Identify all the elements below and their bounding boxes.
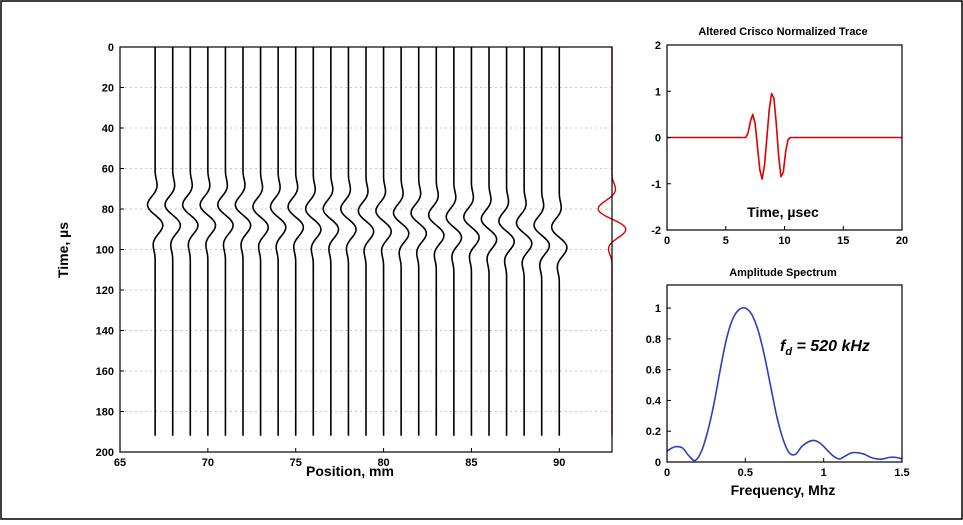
left-y-tick-label: 60 xyxy=(102,164,114,176)
left-x-axis-label: Position, mm xyxy=(306,463,394,479)
left-y-tick-label: 200 xyxy=(96,447,114,459)
br-inner xyxy=(666,306,903,462)
tr-y-tick-label: -1 xyxy=(651,179,661,191)
br-annotation-symbol: f xyxy=(780,338,787,355)
left-y-axis-label: Time, µs xyxy=(55,222,71,278)
left-y-tick-label: 120 xyxy=(96,285,114,297)
seismic-trace xyxy=(480,47,498,436)
seismic-trace xyxy=(533,47,551,436)
seismic-trace xyxy=(357,47,375,436)
seismic-trace xyxy=(304,47,322,436)
seismic-trace xyxy=(199,47,217,436)
tr-x-tick-label: 15 xyxy=(837,235,849,247)
tr-title: Altered Crisco Normalized Trace xyxy=(698,26,867,38)
br-y-tick-label: 0.4 xyxy=(646,395,662,407)
left-y-tick-label: 40 xyxy=(102,123,114,135)
seismic-trace xyxy=(498,47,516,436)
seismic-trace xyxy=(550,47,568,436)
left-y-tick-label: 80 xyxy=(102,204,114,216)
br-x-tick-label: 0.5 xyxy=(738,467,753,479)
left-y-tick-label: 0 xyxy=(108,42,114,54)
seismic-trace xyxy=(375,47,393,436)
left-y-tick-label: 180 xyxy=(96,407,114,419)
left-y-tick-label: 160 xyxy=(96,366,114,378)
left-x-tick-label: 80 xyxy=(377,457,389,469)
left-x-tick-label: 90 xyxy=(553,457,565,469)
tr-x-axis-label: Time, µsec xyxy=(747,204,819,220)
left-y-tick-label: 100 xyxy=(96,245,114,257)
left-traces xyxy=(146,47,627,436)
seismic-trace xyxy=(181,47,199,436)
seismic-trace xyxy=(462,47,480,436)
br-plot-frame xyxy=(666,284,903,463)
br-y-tick-label: 1 xyxy=(655,303,661,315)
br-x-axis-label: Frequency, Mhz xyxy=(731,482,836,498)
tr-x-tick-label: 0 xyxy=(664,235,670,247)
amplitude-spectrum-plot: Amplitude Spectrum 0 0.2 0.4 0.6 0.8 1 0 0.5 1 1.… xyxy=(646,267,910,498)
seismic-trace xyxy=(287,47,305,436)
tr-y-tick-label: -2 xyxy=(651,225,661,237)
left-y-ticks: 0 20 40 60 80 100 120 140 160 180 200 xyxy=(96,42,124,459)
left-y-tick-label: 140 xyxy=(96,326,114,338)
tr-y-tick-label: 1 xyxy=(655,86,661,98)
br-y-tick-label: 0.8 xyxy=(646,334,661,346)
left-x-tick-label: 75 xyxy=(290,457,302,469)
tr-x-tick-label: 10 xyxy=(778,235,790,247)
left-x-tick-label: 70 xyxy=(202,457,214,469)
seismic-trace xyxy=(427,47,445,436)
br-ticks: 0 0.2 0.4 0.6 0.8 1 0 0.5 1 1.5 xyxy=(646,303,910,479)
amplitude-spectrum-line xyxy=(666,306,903,462)
tr-y-tick-label: 0 xyxy=(655,133,661,145)
seismic-trace xyxy=(146,47,164,436)
left-x-tick-label: 65 xyxy=(114,457,126,469)
seismic-trace xyxy=(234,47,252,436)
br-y-tick-label: 0.6 xyxy=(646,365,661,377)
tr-x-tick-label: 5 xyxy=(723,235,729,247)
tr-y-tick-label: 2 xyxy=(655,40,661,52)
seismic-trace xyxy=(445,47,463,436)
br-annotation: fd = 520 kHz xyxy=(780,338,870,358)
seismic-trace xyxy=(515,47,533,436)
br-x-tick-label: 1 xyxy=(821,467,827,479)
left-x-ticks: 65 70 75 80 85 90 xyxy=(114,448,565,469)
br-y-tick-label: 0 xyxy=(655,457,661,469)
br-annotation-subscript: d xyxy=(785,346,792,358)
br-x-tick-label: 1.5 xyxy=(894,467,909,479)
tr-inner xyxy=(667,92,902,180)
seismic-trace xyxy=(216,47,234,436)
normalized-trace-line xyxy=(667,92,902,180)
br-title: Amplitude Spectrum xyxy=(729,267,837,279)
seismic-trace xyxy=(252,47,270,436)
seismic-trace xyxy=(339,47,357,436)
left-y-tick-label: 20 xyxy=(102,83,114,95)
seismic-trace xyxy=(269,47,287,436)
br-x-tick-label: 0 xyxy=(664,467,670,479)
left-x-tick-label: 85 xyxy=(465,457,477,469)
br-y-tick-label: 0.2 xyxy=(646,426,661,438)
seismic-trace xyxy=(410,47,428,436)
seismic-trace xyxy=(322,47,340,436)
br-annotation-text: = 520 kHz xyxy=(792,338,870,355)
seismic-trace xyxy=(392,47,410,436)
seismic-plot: 0 20 40 60 80 100 120 140 160 180 200 65 70 75 80 85 90… xyxy=(55,42,627,479)
normalized-trace-plot: Altered Crisco Normalized Trace -2-10120… xyxy=(651,26,908,247)
tr-x-tick-label: 20 xyxy=(896,235,908,247)
seismic-trace xyxy=(164,47,182,436)
